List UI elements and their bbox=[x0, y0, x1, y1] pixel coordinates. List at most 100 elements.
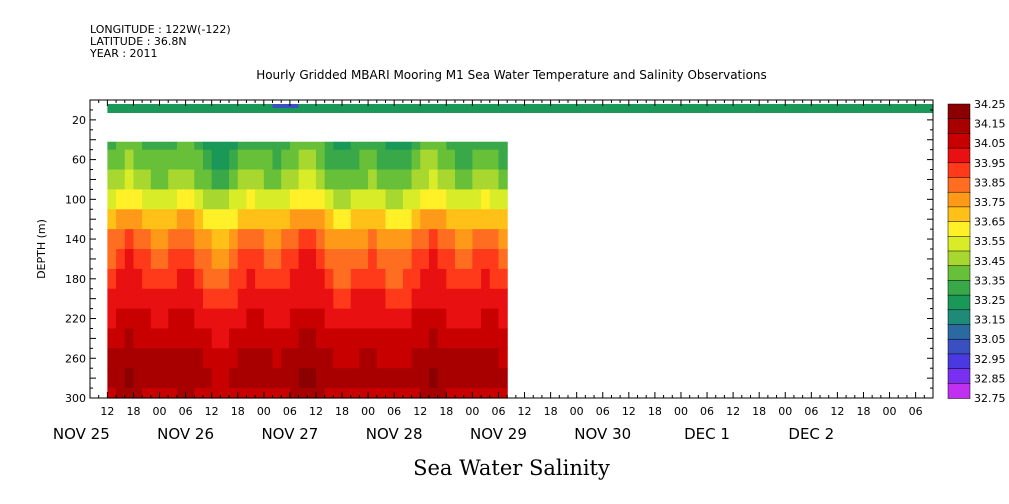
field-cell bbox=[446, 368, 456, 389]
field-cell bbox=[307, 268, 317, 290]
field-cell bbox=[168, 388, 178, 399]
field-cell bbox=[133, 308, 143, 330]
field-cell bbox=[298, 249, 308, 270]
field-cell bbox=[263, 229, 274, 250]
field-cell bbox=[385, 388, 395, 399]
field-cell bbox=[150, 328, 161, 349]
field-cell bbox=[194, 328, 204, 349]
field-cell bbox=[446, 328, 456, 349]
field-cell bbox=[455, 368, 465, 389]
y-tick-label: 300 bbox=[65, 392, 86, 405]
field-cell bbox=[489, 189, 500, 210]
field-cell bbox=[211, 209, 221, 230]
x-date-label: DEC 2 bbox=[788, 425, 834, 443]
field-cell bbox=[385, 169, 395, 190]
field-cell bbox=[176, 368, 187, 389]
field-cell bbox=[176, 328, 187, 349]
field-cell bbox=[420, 368, 430, 389]
field-cell bbox=[402, 149, 413, 171]
field-cell bbox=[133, 388, 143, 399]
field-cell bbox=[289, 388, 300, 399]
field-cell bbox=[133, 209, 143, 230]
field-cell bbox=[220, 308, 230, 330]
field-cell bbox=[420, 141, 430, 151]
x-hour-label: 06 bbox=[387, 405, 401, 418]
colorbar-band bbox=[947, 147, 971, 164]
field-cell bbox=[394, 149, 404, 171]
field-cell bbox=[142, 149, 152, 171]
field-cell bbox=[428, 229, 439, 250]
field-cell bbox=[107, 308, 117, 330]
field-cell bbox=[385, 229, 395, 250]
field-cell bbox=[489, 368, 500, 389]
field-cell bbox=[211, 288, 221, 310]
field-cell bbox=[142, 209, 152, 230]
field-cell bbox=[411, 169, 421, 190]
field-cell bbox=[107, 348, 117, 369]
field-cell bbox=[272, 388, 282, 399]
field-cell bbox=[411, 149, 421, 171]
field-cell bbox=[455, 348, 465, 369]
field-cell bbox=[220, 169, 230, 190]
field-cell bbox=[150, 169, 161, 190]
field-cell bbox=[194, 169, 204, 190]
field-cell bbox=[350, 368, 361, 389]
field-cell bbox=[428, 169, 439, 190]
field-cell bbox=[272, 141, 282, 151]
field-cell bbox=[124, 209, 135, 230]
field-cell bbox=[211, 249, 221, 270]
field-cell bbox=[229, 209, 239, 230]
field-cell bbox=[176, 348, 187, 369]
y-tick-label: 180 bbox=[65, 273, 86, 286]
x-hour-label: 12 bbox=[205, 405, 219, 418]
field-cell bbox=[324, 368, 334, 389]
field-cell bbox=[142, 368, 152, 389]
field-cell bbox=[463, 368, 473, 389]
field-cell bbox=[159, 229, 169, 250]
y-tick-label: 260 bbox=[65, 352, 86, 365]
field-cell bbox=[376, 368, 387, 389]
field-cell bbox=[498, 388, 508, 399]
field-cell bbox=[229, 189, 239, 210]
field-cell bbox=[437, 348, 447, 369]
field-cell bbox=[133, 348, 143, 369]
field-cell bbox=[472, 288, 482, 310]
field-cell bbox=[411, 368, 421, 389]
field-cell bbox=[376, 149, 387, 171]
field-cell bbox=[116, 189, 126, 210]
field-cell bbox=[159, 388, 169, 399]
field-cell bbox=[142, 229, 152, 250]
field-cell bbox=[272, 288, 282, 310]
field-cell bbox=[194, 149, 204, 171]
x-hour-label: 12 bbox=[413, 405, 427, 418]
field-cell bbox=[376, 328, 387, 349]
field-cell bbox=[220, 328, 230, 349]
field-cell bbox=[246, 169, 256, 190]
field-cell bbox=[246, 348, 256, 369]
field-cell bbox=[324, 308, 334, 330]
field-cell bbox=[194, 268, 204, 290]
field-cell bbox=[463, 328, 473, 349]
colorbar-band bbox=[947, 368, 971, 385]
field-cell bbox=[255, 141, 265, 151]
field-cell bbox=[168, 149, 178, 171]
field-cell bbox=[246, 249, 256, 270]
field-cell bbox=[272, 169, 282, 190]
field-cell bbox=[376, 189, 387, 210]
x-hour-label: 06 bbox=[179, 405, 193, 418]
field-cell bbox=[463, 189, 473, 210]
y-axis-label: DEPTH (m) bbox=[35, 219, 48, 279]
field-cell bbox=[472, 229, 482, 250]
field-cell bbox=[324, 169, 334, 190]
field-cell bbox=[307, 229, 317, 250]
field-cell bbox=[229, 149, 239, 171]
x-hour-label: 18 bbox=[856, 405, 870, 418]
field-cell bbox=[446, 348, 456, 369]
field-cell bbox=[124, 229, 135, 250]
field-cell bbox=[202, 229, 213, 250]
field-cell bbox=[498, 141, 508, 151]
x-date-label: NOV 30 bbox=[574, 425, 631, 443]
field-cell bbox=[133, 169, 143, 190]
field-cell bbox=[498, 308, 508, 330]
field-cell bbox=[359, 149, 369, 171]
